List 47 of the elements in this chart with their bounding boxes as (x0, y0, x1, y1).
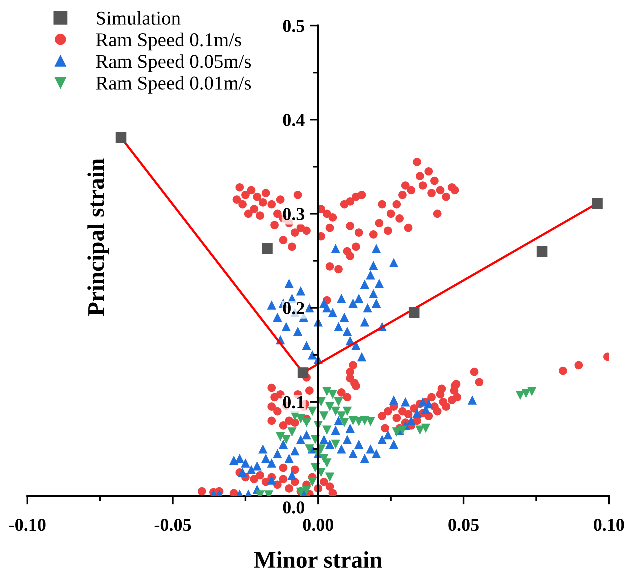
y-tick-label: 0.1 (283, 396, 304, 409)
legend-label: Simulation (96, 11, 181, 25)
y-tick-label: 0.4 (283, 114, 305, 126)
point (528, 387, 537, 396)
point (334, 398, 344, 407)
x-tick-label: 0.00 (303, 518, 334, 532)
legend-label: Ram Speed 0.1m/s (96, 32, 242, 51)
point (331, 406, 340, 416)
point (308, 406, 318, 416)
point (392, 428, 402, 437)
y-axis-title: Principal strain (88, 158, 110, 316)
legend-label: Ram Speed 0.01m/s (96, 76, 252, 94)
y-tick-label: 0.2 (283, 302, 304, 315)
point (331, 440, 340, 450)
y-tick-label: 0.5 (283, 20, 305, 32)
point (308, 478, 318, 487)
x-tick-label: 0.05 (448, 518, 479, 532)
point (320, 412, 329, 421)
y-tick-label: 0.0 (283, 502, 305, 514)
point (592, 198, 603, 209)
x-tick-label: -0.05 (154, 518, 192, 532)
point (325, 472, 335, 482)
point (298, 368, 309, 378)
point (340, 418, 350, 428)
point (276, 432, 286, 442)
point (282, 435, 292, 444)
x-tick-label: -0.10 (9, 518, 46, 532)
point (322, 387, 332, 396)
point (116, 132, 127, 144)
point (322, 426, 332, 435)
point (421, 424, 431, 434)
point (328, 390, 338, 400)
y-tick-label: 0.3 (283, 208, 305, 220)
point (342, 406, 352, 416)
legend-label: Ram Speed 0.05m/s (96, 54, 252, 72)
x-tick-label: 0.10 (594, 518, 624, 532)
point (262, 243, 273, 254)
point (408, 307, 420, 318)
point (305, 444, 314, 454)
x-axis-title: Minor strain (254, 551, 382, 568)
point (522, 389, 531, 398)
point (398, 426, 408, 435)
point (536, 246, 548, 257)
point (325, 402, 335, 412)
point (288, 428, 297, 437)
point (302, 418, 312, 428)
point (296, 414, 306, 424)
